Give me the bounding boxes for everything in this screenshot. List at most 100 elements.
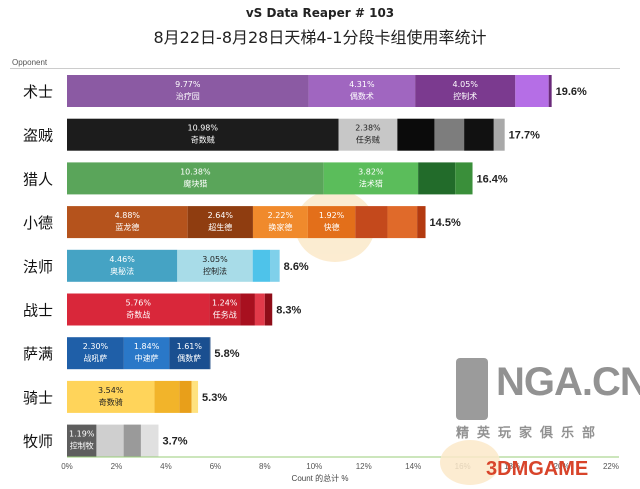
category-label: 法师: [23, 258, 53, 276]
segment-name-label: 魔块猎: [183, 178, 207, 188]
segment-name-label: 换家德: [268, 222, 292, 232]
segment-value-label: 2.64%: [208, 211, 234, 220]
x-tick-label: 12%: [356, 462, 372, 471]
y-axis-header: Opponent: [12, 58, 48, 67]
row-total-label: 19.6%: [556, 86, 587, 98]
segment-value-label: 5.76%: [126, 299, 152, 308]
segment-value-label: 3.54%: [98, 386, 124, 395]
category-label: 小德: [23, 214, 53, 232]
segment-value-label: 3.82%: [358, 167, 384, 176]
bar-segment: [307, 206, 356, 239]
category-label: 萨满: [23, 345, 53, 363]
bar-segment: [179, 380, 192, 413]
segment-name-label: 超生德: [208, 222, 232, 232]
segment-name-label: 任务贼: [356, 135, 380, 145]
bar-segment: [252, 206, 308, 239]
segment-value-label: 2.38%: [355, 124, 381, 133]
brand-watermark: 3DMGAME: [486, 458, 589, 480]
bear-claw-icon: [456, 358, 488, 420]
segment-value-label: 10.98%: [187, 124, 218, 133]
category-label: 战士: [23, 302, 53, 320]
bar-segment: [417, 206, 426, 239]
row-total-label: 3.7%: [162, 436, 187, 448]
segment-value-label: 4.88%: [115, 211, 141, 220]
segment-name-label: 任务战: [213, 310, 237, 320]
row-total-label: 8.3%: [276, 305, 301, 317]
x-tick-label: 8%: [259, 462, 271, 471]
x-tick-label: 6%: [210, 462, 222, 471]
chart-title: vS Data Reaper # 103: [245, 6, 395, 20]
bar-segment: [323, 162, 419, 195]
bar-segment: [209, 337, 211, 370]
category-label: 牧师: [23, 433, 53, 451]
segment-name-label: 偶数萨: [177, 353, 201, 363]
segment-value-label: 2.22%: [268, 211, 294, 220]
segment-name-label: 控制牧: [70, 441, 94, 451]
segment-name-label: 偶数术: [350, 91, 374, 101]
row-total-label: 17.7%: [509, 130, 540, 142]
x-tick-label: 22%: [603, 462, 619, 471]
x-tick-label: 10%: [306, 462, 322, 471]
x-tick-label: 4%: [160, 462, 172, 471]
segment-value-label: 10.38%: [180, 167, 211, 176]
mascot-watermark-small: [440, 440, 500, 485]
row-total-label: 8.6%: [284, 261, 309, 273]
bar-segment: [154, 380, 180, 413]
bar-segment: [169, 337, 210, 370]
bar-segment: [67, 293, 210, 326]
category-label: 骑士: [23, 389, 53, 407]
bar-segment: [270, 249, 280, 282]
bar-segment: [209, 293, 241, 326]
bar-segment: [252, 249, 271, 282]
category-label: 术士: [23, 83, 53, 101]
bar-segment: [418, 162, 456, 195]
chart-subtitle: 8月22日-8月28日天梯4-1分段卡组使用率统计: [153, 28, 487, 47]
segment-value-label: 2.30%: [83, 342, 109, 351]
bar-segment: [96, 424, 124, 457]
segment-value-label: 1.84%: [134, 342, 160, 351]
bar-segment: [397, 118, 435, 151]
row-total-label: 16.4%: [477, 173, 508, 185]
segment-name-label: 治疗园: [176, 91, 200, 101]
bar-segment: [123, 337, 170, 370]
segment-name-label: 奥秘法: [110, 266, 134, 276]
bar-segment: [464, 118, 494, 151]
segment-value-label: 3.05%: [202, 255, 228, 264]
watermark-sub-text: 精英玩家俱乐部: [456, 426, 604, 441]
bar-segment: [264, 293, 273, 326]
segment-name-label: 快德: [324, 222, 340, 232]
bar-segment: [355, 206, 388, 239]
bar-segment: [493, 118, 505, 151]
x-tick-label: 14%: [405, 462, 421, 471]
bar-segment: [140, 424, 159, 457]
segment-name-label: 中速萨: [135, 353, 159, 363]
bar-segment: [67, 249, 178, 282]
bar-segment: [338, 118, 398, 151]
segment-name-label: 奇数贼: [191, 135, 215, 145]
x-tick-label: 0%: [61, 462, 73, 471]
bar-segment: [191, 380, 199, 413]
bar-segment: [177, 249, 253, 282]
bar-segment: [67, 424, 97, 457]
bar-segment: [67, 75, 309, 107]
x-tick-label: 20%: [554, 462, 570, 471]
bar-segment: [123, 424, 141, 457]
bar-segment: [67, 206, 188, 239]
segment-name-label: 控制法: [203, 266, 227, 276]
row-total-label: 14.5%: [430, 217, 461, 229]
bar-segment: [67, 162, 324, 195]
x-axis-label: Count 的总计 %: [291, 474, 349, 483]
segment-value-label: 1.92%: [319, 211, 345, 220]
category-label: 猎人: [23, 170, 53, 188]
segment-value-label: 4.31%: [349, 80, 375, 89]
segment-name-label: 战吼萨: [83, 353, 107, 363]
bar-segment: [67, 118, 339, 151]
bar-segment: [240, 293, 255, 326]
segment-name-label: 奇数战: [126, 310, 150, 320]
segment-value-label: 4.46%: [109, 255, 135, 264]
bar-segment: [187, 206, 253, 239]
segment-name-label: 控制术: [453, 91, 477, 101]
watermark-logo-text: NGA.CN: [496, 360, 640, 404]
segment-name-label: 蓝龙德: [115, 222, 139, 232]
segment-value-label: 9.77%: [175, 80, 201, 89]
